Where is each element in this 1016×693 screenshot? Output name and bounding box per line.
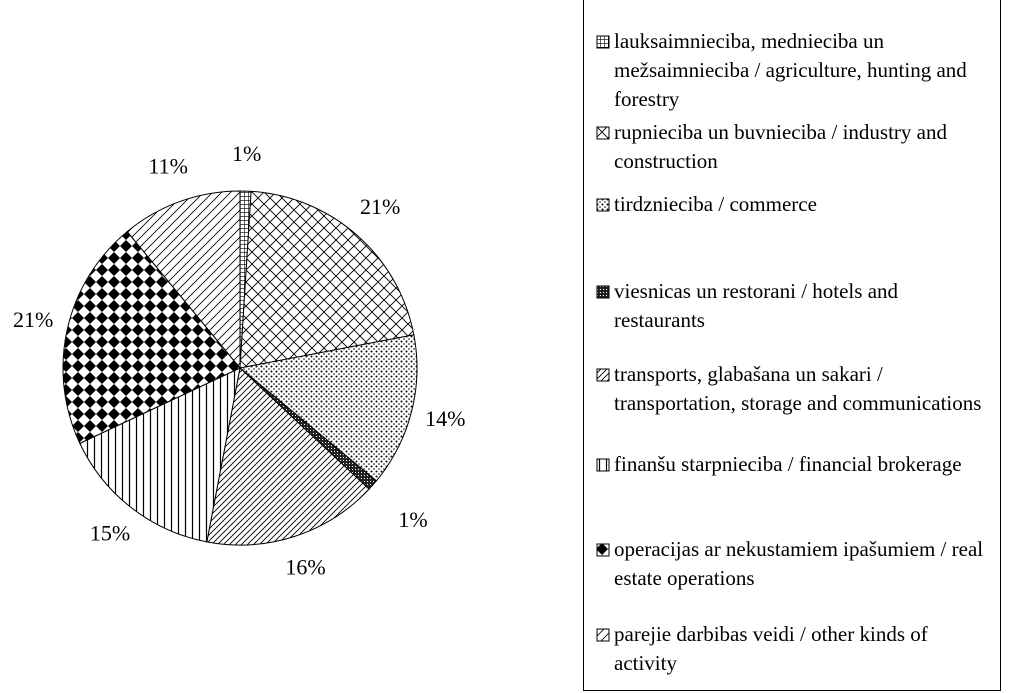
legend-item: finanšu starpnieciba / financial brokera… (596, 450, 991, 479)
value-label: 11% (148, 154, 188, 179)
swatch-box (596, 126, 610, 140)
legend-item: parejie darbibas veidi / other kinds of … (596, 620, 991, 678)
swatch-box (596, 368, 610, 382)
legend-swatch (596, 628, 610, 642)
swatch-box (596, 198, 610, 212)
value-label: 14% (425, 406, 465, 431)
pie-slice (239, 190, 415, 369)
pie-slice (62, 230, 241, 445)
swatch-box (596, 458, 610, 472)
legend-swatch (596, 198, 610, 212)
pie-slice (206, 367, 370, 546)
pie-chart: 1% 21% 14% 1% 16% 15% 21% 11% (13, 141, 466, 580)
swatch-box (596, 35, 610, 49)
legend-label: transports, glabašana un sakari / transp… (614, 362, 982, 415)
value-label: 1% (398, 507, 427, 532)
legend-label: rupnieciba un buvnieciba / industry and … (614, 120, 947, 173)
value-label: 15% (90, 521, 130, 546)
legend-label: operacijas ar nekustamiem ipašumiem / re… (614, 537, 984, 590)
legend-swatch (596, 368, 610, 382)
legend-item: transports, glabašana un sakari / transp… (596, 360, 991, 418)
swatch-box (596, 628, 610, 642)
value-label: 1% (232, 141, 261, 166)
legend-swatch (596, 126, 610, 140)
legend-swatch (596, 35, 610, 49)
legend-label: finanšu starpnieciba / financial brokera… (614, 452, 962, 476)
legend-item: lauksaimnieciba, mednieciba un mežsaimni… (596, 27, 991, 114)
value-label: 21% (13, 307, 53, 332)
legend-label: tirdznieciba / commerce (614, 192, 817, 216)
legend-swatch (596, 458, 610, 472)
swatch-box (596, 543, 610, 557)
legend-swatch (596, 543, 610, 557)
legend-item: operacijas ar nekustamiem ipašumiem / re… (596, 535, 991, 593)
legend-item: tirdznieciba / commerce (596, 190, 991, 219)
pie-slice (126, 190, 241, 370)
legend-item: viesnicas un restorani / hotels and rest… (596, 277, 991, 335)
pie-slice (79, 367, 241, 543)
legend-item: rupnieciba un buvnieciba / industry and … (596, 118, 991, 176)
swatch-box (596, 285, 610, 299)
value-label: 16% (285, 555, 325, 580)
legend-label: viesnicas un restorani / hotels and rest… (614, 279, 899, 332)
legend-label: lauksaimnieciba, mednieciba un mežsaimni… (614, 29, 967, 111)
legend-swatch (596, 285, 610, 299)
legend: lauksaimnieciba, mednieciba un mežsaimni… (583, 0, 1001, 691)
value-label: 21% (360, 194, 400, 219)
pie-slice (238, 334, 418, 482)
legend-label: parejie darbibas veidi / other kinds of … (614, 622, 928, 675)
